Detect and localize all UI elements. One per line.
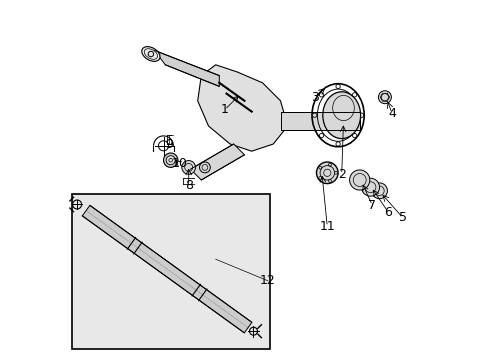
Text: 5: 5 bbox=[398, 211, 406, 224]
Text: 9: 9 bbox=[164, 138, 172, 150]
Bar bbox=[72, 194, 269, 349]
Text: 12: 12 bbox=[260, 274, 275, 287]
Ellipse shape bbox=[316, 162, 337, 184]
Text: 3: 3 bbox=[310, 91, 318, 104]
Text: 11: 11 bbox=[319, 220, 334, 233]
Text: 6: 6 bbox=[384, 206, 392, 219]
Text: 2: 2 bbox=[337, 168, 345, 181]
Ellipse shape bbox=[163, 153, 178, 167]
Text: 1: 1 bbox=[220, 103, 228, 116]
Ellipse shape bbox=[361, 178, 379, 196]
Ellipse shape bbox=[166, 156, 175, 165]
Polygon shape bbox=[154, 50, 219, 86]
Text: 4: 4 bbox=[387, 107, 395, 120]
Text: 7: 7 bbox=[367, 199, 376, 212]
Polygon shape bbox=[190, 144, 244, 180]
Polygon shape bbox=[82, 205, 251, 333]
Polygon shape bbox=[280, 112, 359, 130]
Ellipse shape bbox=[199, 162, 210, 173]
Ellipse shape bbox=[142, 47, 160, 61]
Ellipse shape bbox=[349, 170, 369, 190]
Polygon shape bbox=[197, 65, 287, 151]
Ellipse shape bbox=[371, 183, 386, 199]
Ellipse shape bbox=[182, 161, 195, 174]
Ellipse shape bbox=[322, 92, 360, 139]
Circle shape bbox=[378, 91, 390, 104]
Text: 8: 8 bbox=[184, 179, 192, 192]
Text: 10: 10 bbox=[171, 157, 187, 170]
